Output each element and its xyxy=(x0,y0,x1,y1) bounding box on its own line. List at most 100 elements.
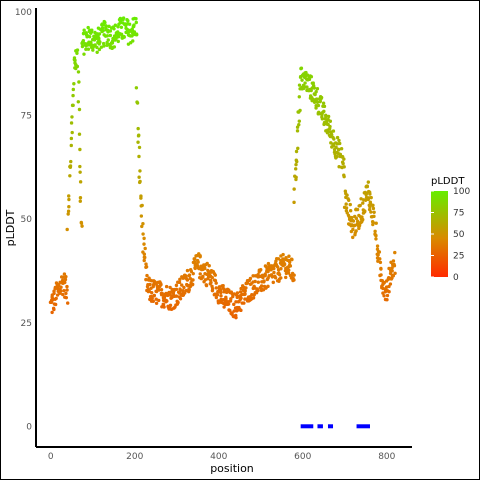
data-point xyxy=(287,268,291,272)
data-point xyxy=(235,291,240,295)
data-point xyxy=(191,278,195,282)
data-point xyxy=(342,157,346,161)
data-point xyxy=(127,22,132,26)
data-point xyxy=(261,275,265,280)
data-point xyxy=(378,257,382,261)
y-tick-label: 100 xyxy=(15,8,32,18)
data-point xyxy=(59,289,63,293)
data-point xyxy=(138,179,142,184)
data-point xyxy=(72,82,76,86)
data-point xyxy=(351,235,355,240)
data-point xyxy=(353,223,357,228)
data-point xyxy=(136,140,140,144)
data-point xyxy=(377,250,382,254)
data-point xyxy=(272,266,276,271)
data-point xyxy=(119,32,124,36)
data-point xyxy=(91,48,95,52)
data-point xyxy=(357,223,362,228)
data-point xyxy=(187,288,191,292)
data-point xyxy=(316,103,321,108)
data-point xyxy=(358,203,362,208)
data-point xyxy=(138,169,142,173)
data-point xyxy=(204,283,209,288)
data-point xyxy=(69,121,74,125)
data-point xyxy=(132,30,137,34)
data-point xyxy=(224,297,228,301)
data-point xyxy=(372,214,376,219)
data-point xyxy=(68,164,72,169)
data-point xyxy=(187,274,191,278)
data-point xyxy=(266,261,271,266)
data-point xyxy=(256,280,261,284)
data-point xyxy=(313,92,317,97)
data-point xyxy=(348,209,353,213)
data-point xyxy=(309,88,313,93)
data-point xyxy=(65,227,69,232)
data-point xyxy=(76,70,81,74)
data-point xyxy=(142,258,146,263)
data-point xyxy=(244,286,248,290)
data-point xyxy=(180,283,184,287)
data-point xyxy=(355,207,360,212)
data-point xyxy=(121,16,126,20)
data-point xyxy=(159,287,164,292)
data-point xyxy=(328,124,332,129)
data-point xyxy=(89,30,94,34)
data-point xyxy=(176,301,180,305)
data-points xyxy=(48,16,397,320)
data-point xyxy=(80,224,84,228)
data-point xyxy=(50,310,54,315)
data-point xyxy=(351,219,356,223)
data-point xyxy=(205,261,209,266)
data-point xyxy=(273,276,278,280)
data-point xyxy=(213,273,217,277)
data-point xyxy=(119,25,124,29)
data-point xyxy=(322,109,326,114)
data-point xyxy=(228,308,232,313)
data-point xyxy=(108,29,113,33)
data-point xyxy=(69,143,73,148)
data-point xyxy=(309,75,314,79)
data-point xyxy=(392,262,396,267)
data-point xyxy=(207,264,211,268)
data-point xyxy=(239,286,243,291)
data-point xyxy=(201,275,205,279)
data-point xyxy=(295,129,300,133)
data-point xyxy=(78,164,82,169)
data-point xyxy=(218,288,223,292)
data-point xyxy=(106,28,110,32)
data-point xyxy=(335,154,339,159)
data-point xyxy=(259,284,264,288)
data-point xyxy=(297,95,301,99)
data-point xyxy=(229,297,233,301)
data-point xyxy=(371,220,375,225)
data-point xyxy=(232,302,236,307)
x-tick-label: 800 xyxy=(378,452,395,462)
data-point xyxy=(79,221,84,225)
data-point xyxy=(113,23,118,27)
data-point xyxy=(362,210,367,214)
data-point xyxy=(266,284,270,289)
data-point xyxy=(210,287,215,291)
data-point xyxy=(78,199,82,203)
data-point xyxy=(105,34,110,38)
data-point xyxy=(214,286,219,290)
data-point xyxy=(100,26,105,30)
data-point xyxy=(65,288,69,292)
data-point xyxy=(288,264,293,268)
data-point xyxy=(198,272,202,276)
data-point xyxy=(70,130,74,135)
data-point xyxy=(78,170,82,174)
data-point xyxy=(150,296,154,301)
data-point xyxy=(82,28,86,32)
legend-tick-label: 50 xyxy=(453,230,465,240)
data-point xyxy=(271,280,275,285)
data-point xyxy=(202,266,207,270)
data-point xyxy=(178,297,183,301)
data-point xyxy=(66,301,70,305)
data-point xyxy=(137,133,141,137)
data-point xyxy=(69,159,73,164)
data-point xyxy=(142,252,147,256)
data-point xyxy=(193,266,197,271)
